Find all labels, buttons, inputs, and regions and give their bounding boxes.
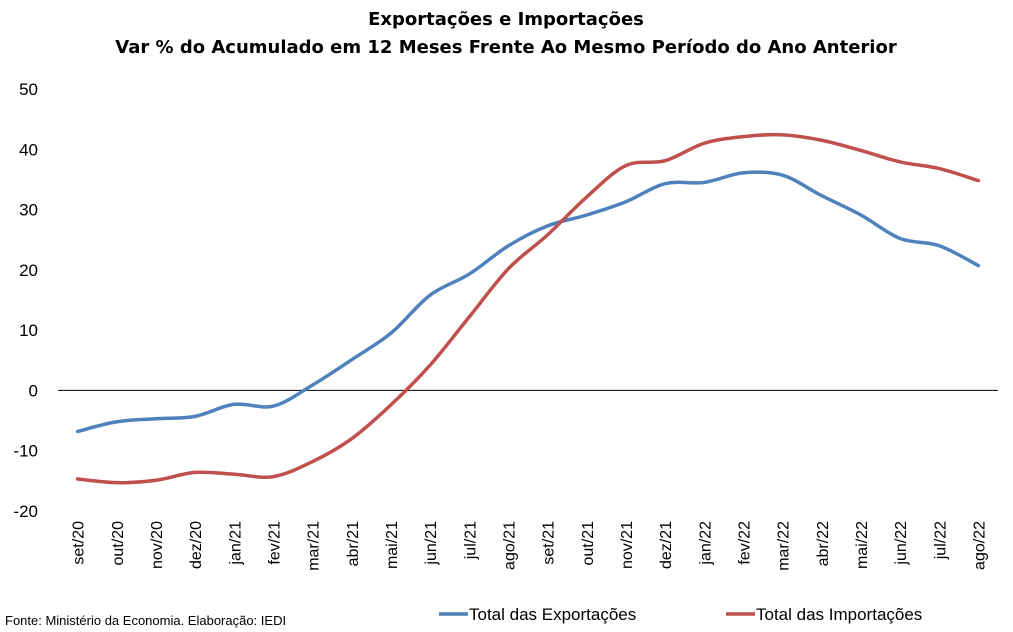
y-tick-label: 20 bbox=[19, 261, 38, 280]
x-tick-label: jan/21 bbox=[227, 521, 244, 566]
x-tick-label: jun/22 bbox=[893, 521, 910, 566]
x-tick-label: set/20 bbox=[71, 521, 88, 565]
legend-label: Total das Importações bbox=[756, 605, 922, 624]
y-tick-label: 0 bbox=[29, 381, 38, 400]
x-tick-label: jan/22 bbox=[697, 521, 714, 566]
x-tick-label: ago/21 bbox=[501, 521, 518, 570]
series-line-importacoes bbox=[75, 132, 981, 485]
series-lines bbox=[75, 132, 981, 485]
x-tick-label: abr/21 bbox=[345, 521, 362, 566]
x-tick-label: ago/22 bbox=[971, 521, 988, 570]
y-tick-label: -20 bbox=[13, 502, 38, 521]
x-tick-label: dez/21 bbox=[658, 521, 675, 569]
x-tick-label: mar/21 bbox=[306, 521, 323, 571]
chart-title: Exportações e Importações bbox=[368, 9, 644, 30]
x-tick-label: set/21 bbox=[541, 521, 558, 565]
y-tick-label: -10 bbox=[13, 442, 38, 461]
y-tick-label: 40 bbox=[19, 140, 38, 159]
x-tick-label: nov/20 bbox=[149, 521, 166, 569]
x-axis: set/20 out/20 nov/20 dez/20 jan/21 fev/21 mar/… bbox=[71, 521, 989, 571]
source-note: Fonte: Ministério da Economia. Elaboraçã… bbox=[5, 613, 286, 628]
y-tick-label: 10 bbox=[19, 321, 38, 340]
x-tick-label: jun/21 bbox=[423, 521, 440, 566]
y-tick-label: 50 bbox=[19, 80, 38, 99]
x-tick-label: abr/22 bbox=[815, 521, 832, 566]
x-tick-label: mai/22 bbox=[854, 521, 871, 569]
series-line-exportacoes bbox=[75, 170, 981, 434]
x-tick-label: mai/21 bbox=[384, 521, 401, 569]
x-tick-label: jul/22 bbox=[932, 521, 949, 560]
y-tick-label: 30 bbox=[19, 201, 38, 220]
x-tick-label: jul/21 bbox=[462, 521, 479, 560]
chart-subtitle: Var % do Acumulado em 12 Meses Frente Ao… bbox=[115, 37, 897, 58]
legend: Total das Exportações Total das Importaçõ… bbox=[439, 605, 922, 624]
x-tick-label: fev/22 bbox=[736, 521, 753, 565]
x-tick-label: dez/20 bbox=[188, 521, 205, 569]
y-axis: 50 40 30 20 10 0 -10 -20 bbox=[13, 80, 38, 521]
x-tick-label: out/20 bbox=[110, 521, 127, 566]
x-tick-label: mar/22 bbox=[776, 521, 793, 571]
x-tick-label: fev/21 bbox=[266, 521, 283, 565]
x-tick-label: out/21 bbox=[580, 521, 597, 566]
x-tick-label: nov/21 bbox=[619, 521, 636, 569]
legend-label: Total das Exportações bbox=[469, 605, 636, 624]
